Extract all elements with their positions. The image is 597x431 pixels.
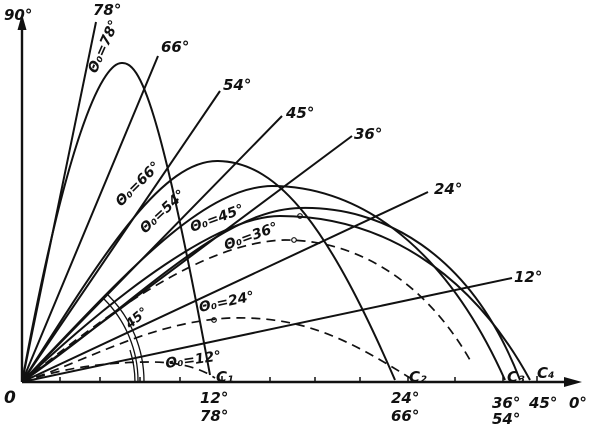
angle-arc-outer [107, 294, 145, 383]
trajectories [21, 61, 531, 383]
range-point-c2: C₂ [409, 368, 427, 386]
ray-label-66: 66° [161, 38, 189, 56]
angle-arcs [103, 294, 145, 383]
range-point-c1: C₁ [216, 368, 234, 386]
ray-label-12: 12° [514, 268, 542, 286]
angle-arc-label: 45° [122, 305, 151, 333]
axis-label-45-top: 45° [528, 394, 557, 412]
ray-24 [21, 191, 429, 383]
range-point-c4: C₄ [537, 364, 555, 382]
x-axis-arrow-icon [564, 377, 582, 387]
axis-label-36-bottom: 54° [492, 410, 520, 428]
apex-markers [211, 213, 303, 323]
trajectory-label-12: Θ₀=12° [164, 348, 222, 372]
ray-label-45: 45° [285, 104, 314, 122]
ray-66 [21, 55, 159, 383]
trajectory-label-36: Θ₀=36° [222, 219, 280, 253]
x-axis-end-label: 0° [569, 394, 587, 412]
trajectory-24-dashed [21, 317, 411, 383]
axis-label-12-top: 12° [200, 389, 228, 407]
y-axis-arrow-icon [17, 14, 27, 30]
axis-label-12-bottom: 78° [200, 407, 228, 425]
axis-label-24-top: 24° [391, 389, 419, 407]
trajectory-78 [21, 61, 211, 383]
apex-marker [291, 237, 297, 243]
trajectory-36-dashed [21, 239, 471, 383]
trajectory-66 [21, 159, 396, 383]
trajectory-12-dashed [21, 361, 216, 383]
apex-marker [211, 317, 217, 323]
ray-12 [21, 277, 513, 383]
ray-54 [21, 90, 221, 383]
origin-label: 0 [4, 388, 16, 408]
angle-arc-small [129, 349, 136, 383]
axes [17, 14, 582, 387]
apex-marker [297, 213, 303, 219]
trajectory-36 [21, 214, 531, 383]
ray-label-78: 78° [93, 1, 121, 19]
y-axis-label: 90° [4, 6, 32, 24]
trajectory-label-45: Θ₀=45° [188, 201, 246, 235]
ray-label-24: 24° [434, 180, 462, 198]
angle-arc-inner [103, 298, 139, 383]
axis-label-36-top: 36° [492, 394, 520, 412]
range-point-c3: C₃ [507, 368, 525, 386]
trajectory-label-24: Θ₀=24° [198, 289, 256, 316]
ray-label-36: 36° [354, 125, 382, 143]
axis-label-24-bottom: 66° [391, 407, 419, 425]
ray-label-54: 54° [223, 76, 251, 94]
